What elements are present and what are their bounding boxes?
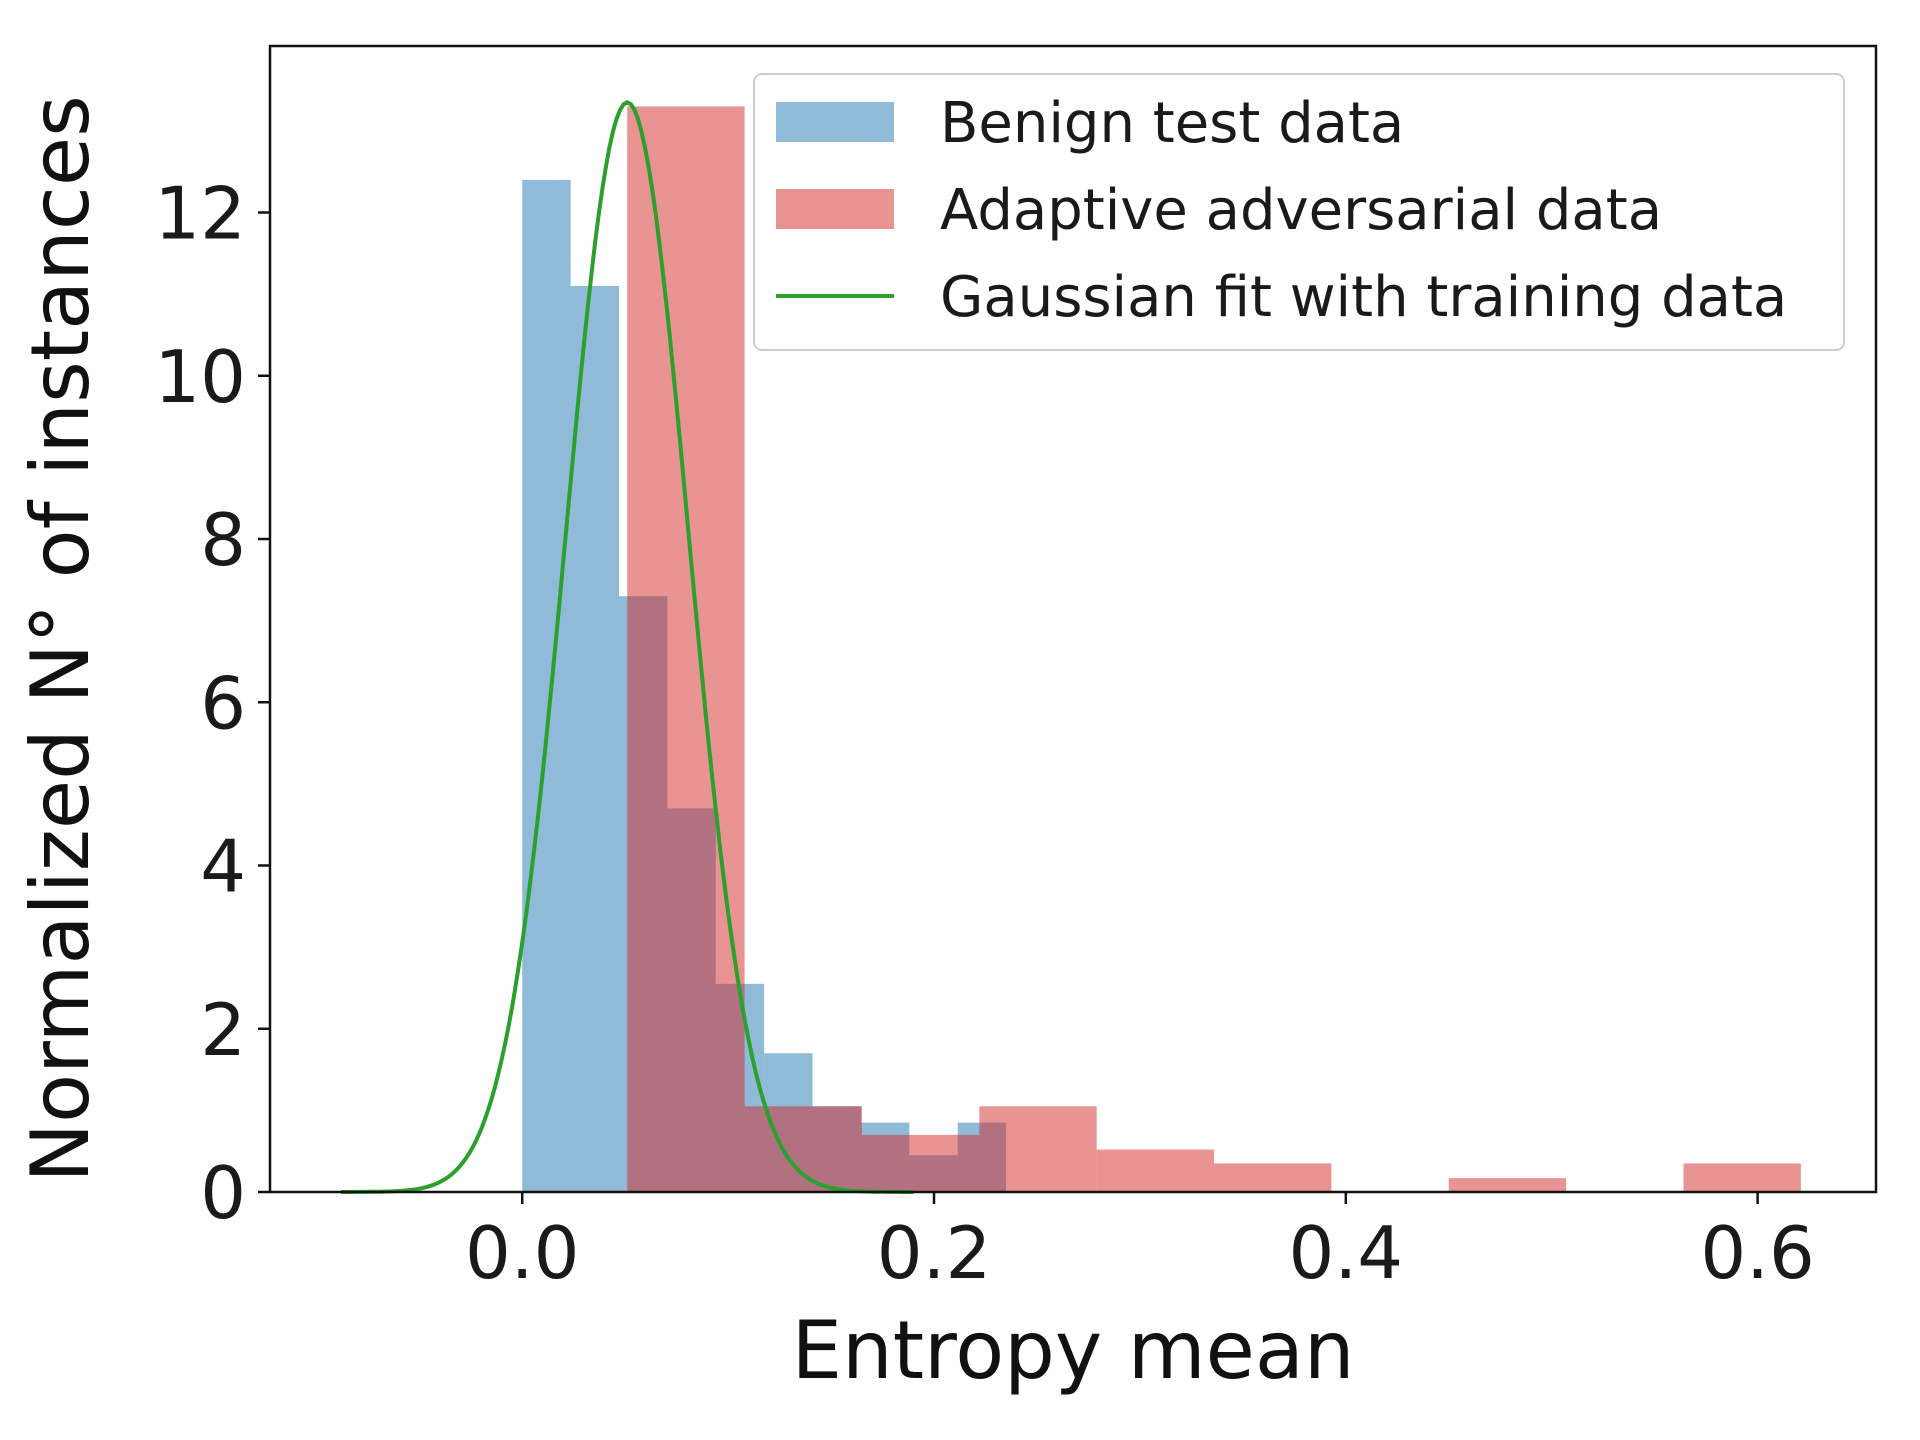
y-tick-label: 0 (200, 1151, 246, 1235)
series-0-bar-0 (522, 179, 571, 1192)
series-1-bar-5 (1214, 1163, 1332, 1192)
x-tick-label: 0.6 (1700, 1211, 1815, 1295)
series-1-bar-2 (861, 1134, 980, 1192)
y-axis-ticks: 0 2 4 6 8 10 12 (154, 172, 270, 1235)
x-axis-label: Entropy mean (791, 1304, 1354, 1397)
legend: Benign test data Adaptive adversarial dat… (753, 73, 1845, 351)
series-1-bar-7 (1448, 1178, 1567, 1192)
x-tick-label: 0.2 (877, 1211, 992, 1295)
series-1-bar-4 (1096, 1149, 1215, 1192)
plot-frame (268, 44, 1878, 1194)
histogram-bars (522, 106, 1801, 1192)
gaussian-fit-line (341, 100, 914, 1194)
gaussian-fit-layer (341, 100, 914, 1194)
series-1-bar-0 (627, 106, 745, 1192)
legend-swatch-0 (776, 102, 894, 142)
x-tick-label: 0.0 (465, 1211, 580, 1295)
x-axis-ticks: 0.0 0.2 0.4 0.6 (465, 1192, 1815, 1295)
y-tick-label: 12 (154, 172, 246, 256)
legend-box (753, 73, 1845, 351)
y-tick-label: 8 (200, 498, 246, 582)
series-0-bar-1 (570, 285, 619, 1192)
y-axis-label: Normalized N° of instances (14, 95, 107, 1183)
y-tick-label: 10 (154, 335, 246, 419)
series-1-bar-9 (1683, 1163, 1801, 1192)
y-tick-label: 6 (200, 661, 246, 745)
y-tick-label: 4 (200, 825, 246, 909)
series-1-bar-1 (744, 1106, 862, 1192)
y-tick-label: 2 (200, 988, 246, 1072)
legend-swatch-1 (776, 189, 894, 229)
x-tick-label: 0.4 (1289, 1211, 1404, 1295)
legend-label-0: Benign test data (940, 91, 1404, 156)
legend-label-1: Adaptive adversarial data (940, 178, 1662, 243)
series-1-bar-3 (979, 1106, 1097, 1192)
legend-label-2: Gaussian fit with training data (940, 265, 1787, 330)
